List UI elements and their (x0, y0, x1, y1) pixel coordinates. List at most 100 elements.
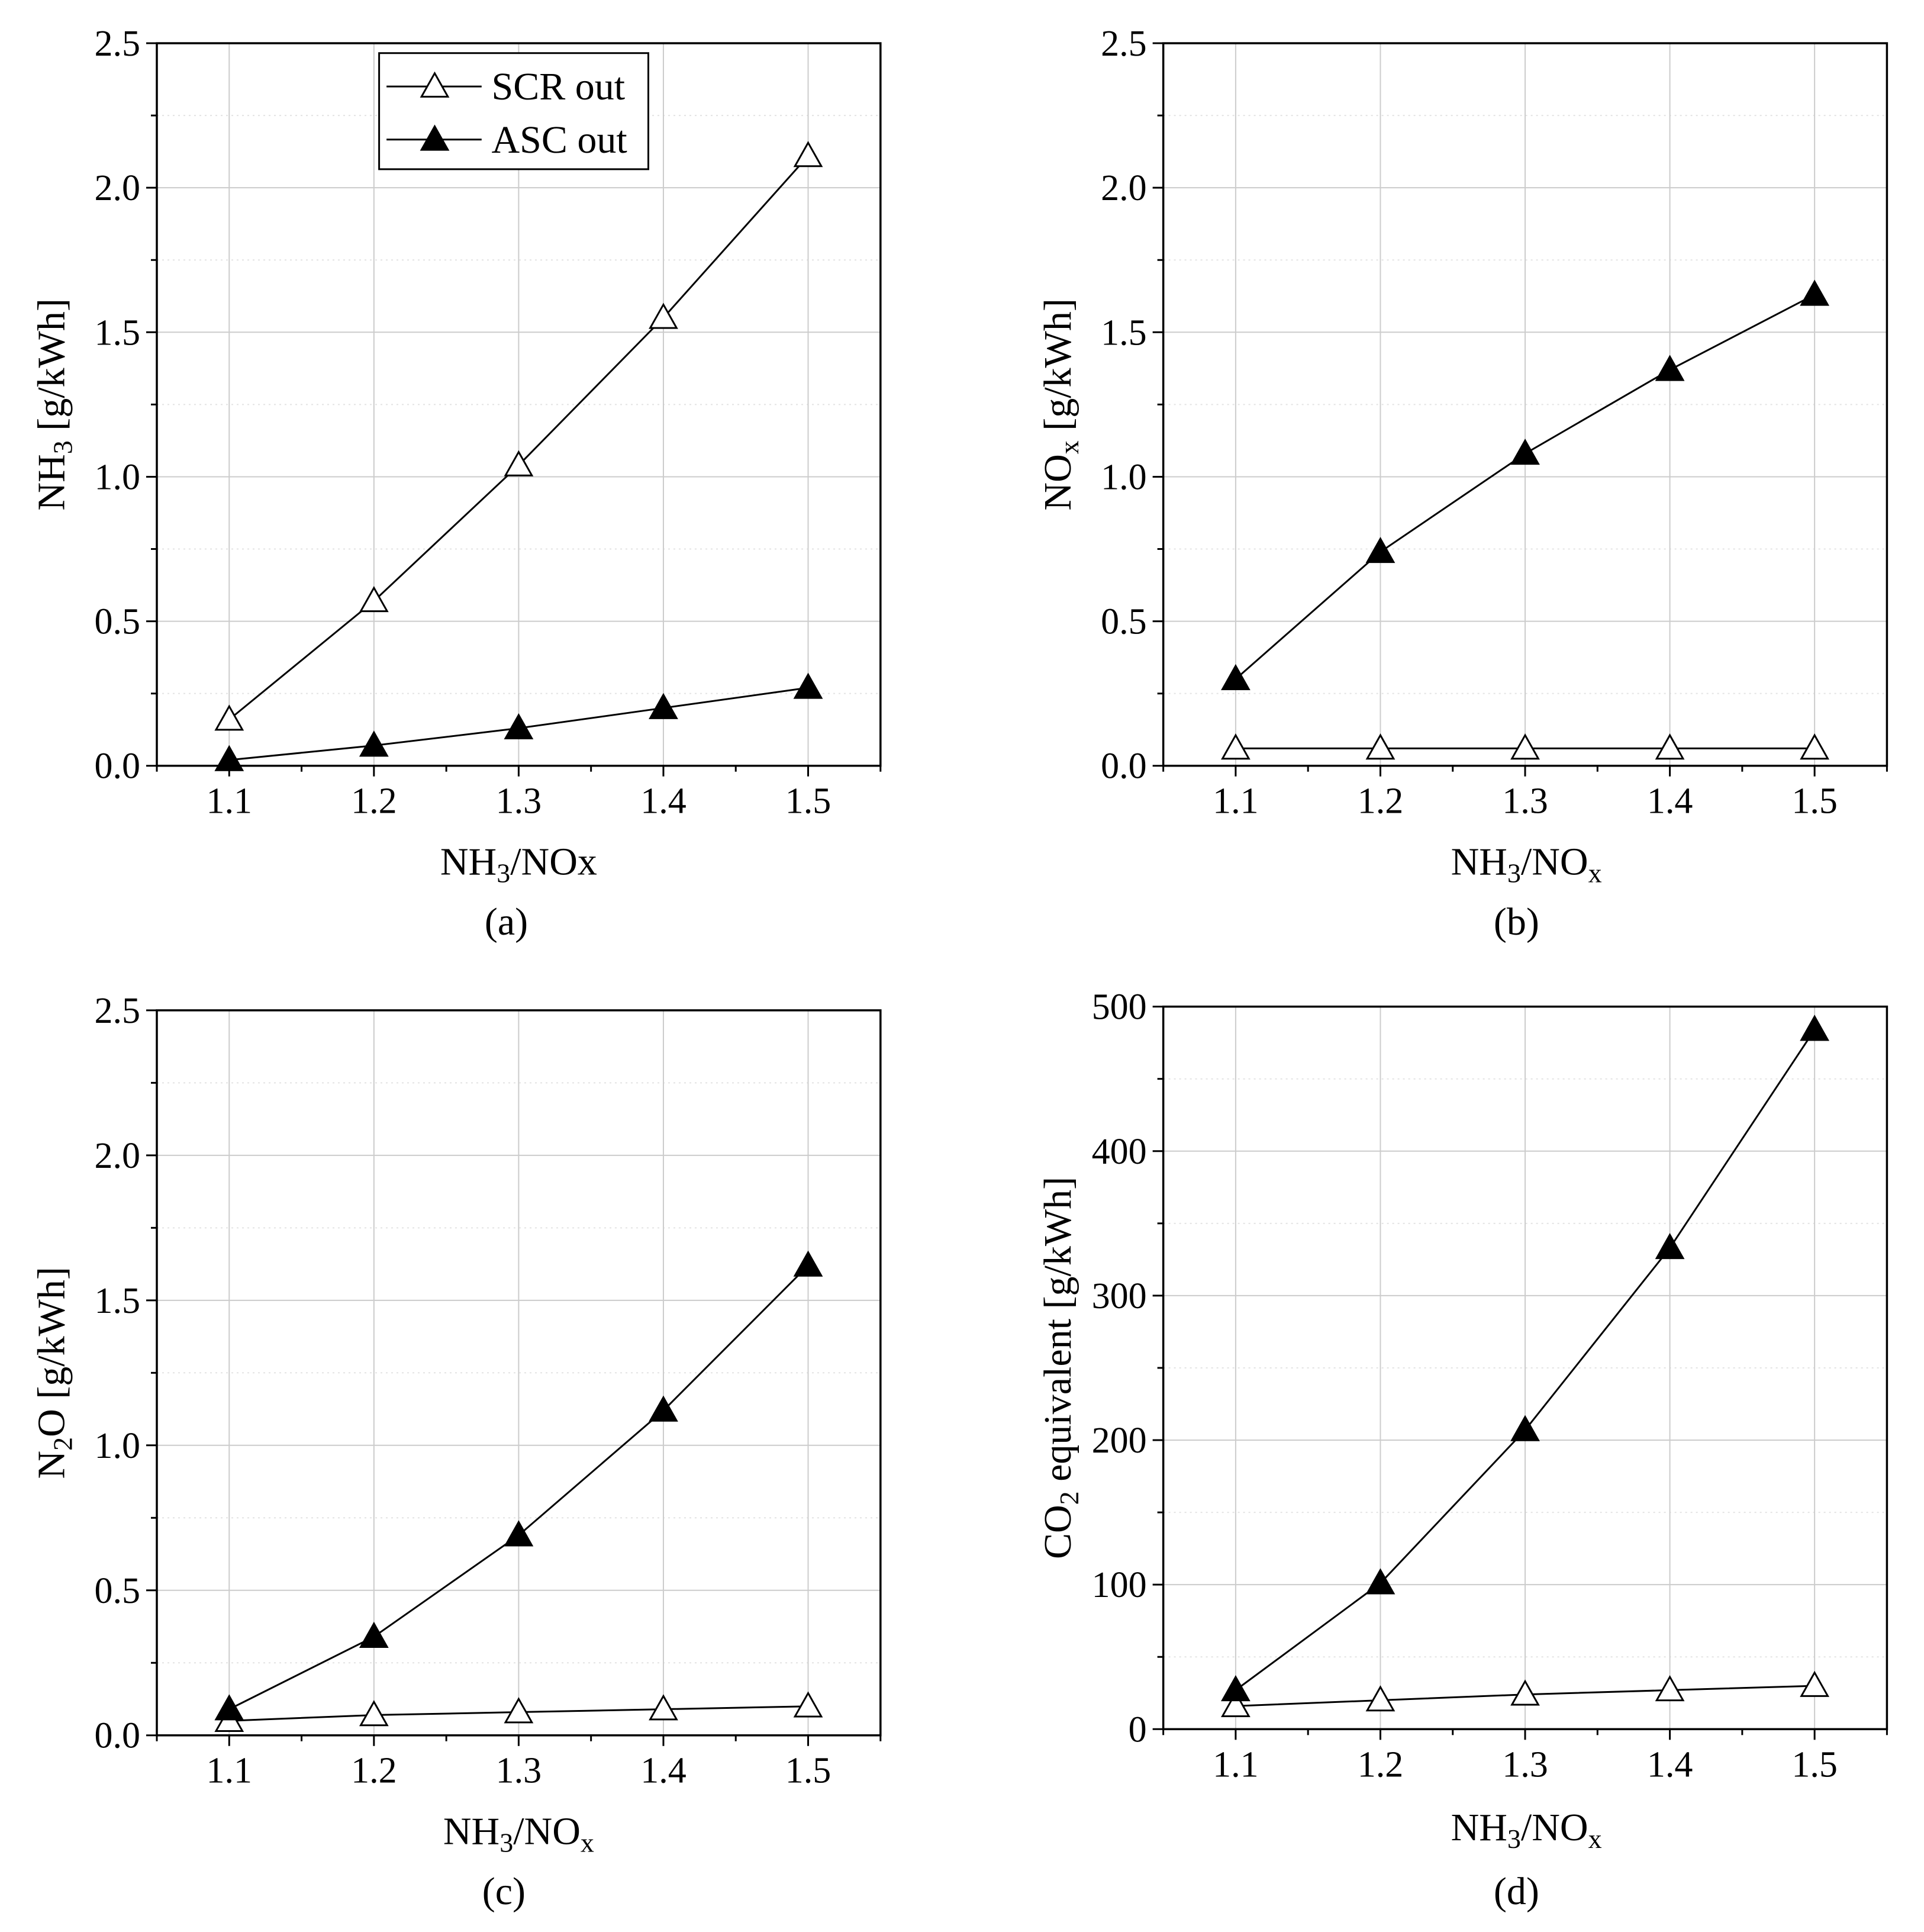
x-axis-label-subscript: x (1588, 858, 1602, 888)
x-tick-label: 1.2 (1358, 1744, 1404, 1785)
y-tick-label: 2.5 (95, 24, 141, 64)
scr-out-point (359, 586, 389, 613)
y-tick-label: 1.5 (95, 1281, 141, 1321)
y-tick-label: 0.5 (95, 1571, 141, 1611)
y-axis-label-subscript: x (1054, 440, 1084, 454)
y-tick-label: 0.5 (95, 602, 141, 642)
scr-out-point (1655, 1675, 1685, 1702)
panel-d: 0 100 200 300 400 500 1.1 1.2 1.3 1.4 1.5 NH3/NOx CO… (1036, 987, 1888, 1913)
y-tick-label: 2.0 (95, 1136, 141, 1176)
x-tick-label: 1.4 (1647, 781, 1693, 822)
y-axis-label: CO2 equivalent [g/kWh] (1036, 1177, 1084, 1559)
y-axis-label: NOx [g/kWh] (1036, 298, 1084, 510)
y-tick-label: 400 (1092, 1132, 1147, 1172)
x-tick-label: 1.3 (1502, 1744, 1548, 1785)
x-tick-label: 1.2 (351, 1751, 397, 1791)
x-axis-label-part: /NO (1521, 1806, 1588, 1849)
asc-out-point (793, 1250, 823, 1277)
y-axis-label: NH3 [g/kWh] (30, 298, 78, 510)
x-axis-label-part: NH (1451, 1806, 1507, 1849)
x-tick-label: 1.1 (207, 1751, 253, 1791)
y-axis-label-part: [g/kWh] (30, 298, 73, 440)
asc-out-point (359, 1621, 389, 1648)
y-tick-label: 1.5 (95, 313, 141, 353)
scr-out-point (1365, 733, 1396, 760)
y-axis-label-subscript: 3 (47, 440, 78, 454)
asc-out-point (214, 1694, 244, 1721)
x-axis-label-subscript: 3 (499, 1827, 513, 1857)
x-tick-label: 1.2 (351, 781, 397, 822)
asc-out-point (649, 1395, 678, 1422)
x-tick-label: 1.3 (1502, 781, 1548, 822)
scr-out-point (1800, 1670, 1830, 1697)
scr-out-point (359, 1700, 389, 1727)
asc-out-point (214, 745, 244, 771)
x-axis-label: NH3/NOx (1451, 840, 1602, 888)
scr-out-point (1365, 1685, 1396, 1712)
y-axis-label-part: O [g/kWh] (30, 1267, 73, 1437)
x-axis-label-subscript: 3 (1507, 1824, 1521, 1854)
asc-out-point (504, 1520, 534, 1547)
y-tick-label: 0.0 (95, 1716, 141, 1756)
x-tick-label: 1.4 (640, 1751, 687, 1791)
scr-out-point (793, 141, 823, 168)
scr-out-point (1221, 1690, 1251, 1718)
asc-out-point (1510, 1415, 1540, 1441)
scr-out-point (1510, 1679, 1540, 1706)
x-tick-label: 1.5 (785, 1751, 832, 1791)
asc-out-point (359, 730, 389, 757)
x-axis-label-subscript: x (581, 1827, 594, 1857)
panel-label: (c) (482, 1870, 526, 1913)
x-tick-label: 1.1 (1213, 1744, 1259, 1785)
scr-out-point (1510, 733, 1540, 760)
asc-out-point (1365, 537, 1396, 564)
legend-asc-marker (420, 124, 450, 151)
y-tick-label: 300 (1092, 1276, 1147, 1316)
x-tick-label: 1.1 (207, 781, 253, 822)
asc-out-point (1221, 664, 1251, 691)
scr-out-point (1221, 733, 1251, 760)
y-tick-label: 0.0 (95, 746, 141, 787)
x-axis-label-part: NH (440, 840, 497, 883)
scr-out-point (504, 450, 534, 476)
legend-scr-label: SCR out (491, 65, 625, 108)
y-tick-label: 0.0 (1101, 746, 1147, 787)
x-tick-label: 1.4 (640, 781, 687, 822)
y-tick-label: 0.5 (1101, 602, 1147, 642)
y-tick-label: 2.0 (1101, 168, 1147, 208)
asc-out-point (649, 693, 678, 719)
y-axis-label-part: [g/kWh] (1036, 298, 1079, 440)
x-axis-label-part: NH (443, 1809, 499, 1853)
scr-out-point (1800, 733, 1830, 760)
panel-label: (d) (1494, 1870, 1539, 1913)
x-axis-label-subscript: x (1588, 1824, 1602, 1854)
legend-scr-marker (420, 71, 450, 98)
scr-out-point (649, 1694, 678, 1721)
y-axis-label: N2O [g/kWh] (30, 1267, 78, 1479)
y-axis-label-part: N (30, 1451, 73, 1479)
x-axis-label: NH3/NOx (440, 840, 597, 888)
x-tick-label: 1.3 (496, 781, 542, 822)
panel-c: 0.0 0.5 1.0 1.5 2.0 2.5 1.1 1.2 1.3 1.4 1.5 NH3/NOx… (30, 991, 882, 1913)
asc-out-point (1655, 1232, 1685, 1260)
x-tick-label: 1.1 (1213, 781, 1259, 822)
asc-out-point (1365, 1568, 1396, 1595)
x-axis-label-subscript: 3 (1507, 858, 1521, 888)
panel-b: 0.00.51.01.52.02.51.1 1.2 1.3 1.4 1.5NH3/NOx… (1036, 24, 1888, 944)
legend-asc-label: ASC out (491, 118, 627, 162)
y-tick-label: 2.5 (95, 991, 141, 1031)
x-axis-label-part: /NO (1521, 840, 1588, 883)
x-axis-label-part: /NOx (510, 840, 597, 883)
x-tick-label: 1.4 (1647, 1744, 1693, 1785)
x-tick-label: 1.5 (1791, 781, 1838, 822)
x-tick-label: 1.5 (1791, 1744, 1838, 1785)
scr-out-point (504, 1697, 534, 1724)
asc-out-point (1655, 355, 1685, 381)
x-axis-label: NH3/NOx (443, 1809, 594, 1857)
y-tick-label: 1.0 (1101, 457, 1147, 497)
y-tick-label: 100 (1092, 1565, 1147, 1605)
y-axis-label-subscript: 2 (47, 1437, 78, 1451)
scr-out-point (793, 1691, 823, 1718)
x-tick-label: 1.3 (496, 1751, 542, 1791)
panel-label: (a) (485, 900, 528, 944)
